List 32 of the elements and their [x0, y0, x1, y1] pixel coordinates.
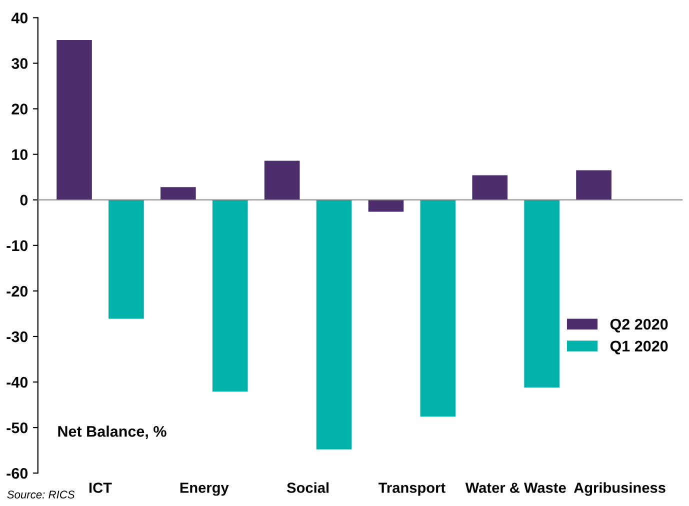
y-tick-label: -20 — [6, 286, 28, 297]
x-tick-label: Social — [286, 482, 328, 493]
bar — [160, 187, 196, 200]
y-tick-label: -10 — [6, 240, 28, 252]
bar — [56, 40, 92, 200]
bar — [368, 200, 404, 212]
x-tick-label: Water & Waste — [465, 482, 566, 493]
bar — [576, 170, 612, 200]
bar — [524, 200, 560, 388]
source-note: Source: RICS — [7, 490, 75, 499]
x-tick-label: Energy — [180, 482, 229, 496]
bar — [212, 200, 248, 392]
x-tick-label: Agribusiness — [574, 482, 666, 496]
y-tick-label: 0 — [20, 194, 28, 206]
x-tick-label: ICT — [89, 482, 112, 493]
y-tick-label: 30 — [12, 58, 28, 69]
annotation: Net Balance, % — [58, 426, 166, 440]
bar — [316, 200, 352, 450]
y-tick-label: 40 — [11, 12, 28, 24]
bar — [420, 200, 456, 417]
y-tick-label: -60 — [6, 468, 28, 479]
y-tick-label: -40 — [6, 376, 28, 388]
y-tick-label: 10 — [12, 149, 28, 160]
y-tick-label: 20 — [12, 104, 28, 114]
legend-label: Q1 2020 — [610, 340, 668, 354]
bar — [472, 175, 508, 200]
bar — [264, 160, 300, 200]
legend-label: Q2 2020 — [610, 318, 668, 333]
bar — [108, 200, 144, 319]
y-tick-label: -50 — [6, 422, 28, 434]
x-tick-label: Transport — [378, 482, 446, 496]
y-tick-label: -30 — [6, 331, 28, 342]
